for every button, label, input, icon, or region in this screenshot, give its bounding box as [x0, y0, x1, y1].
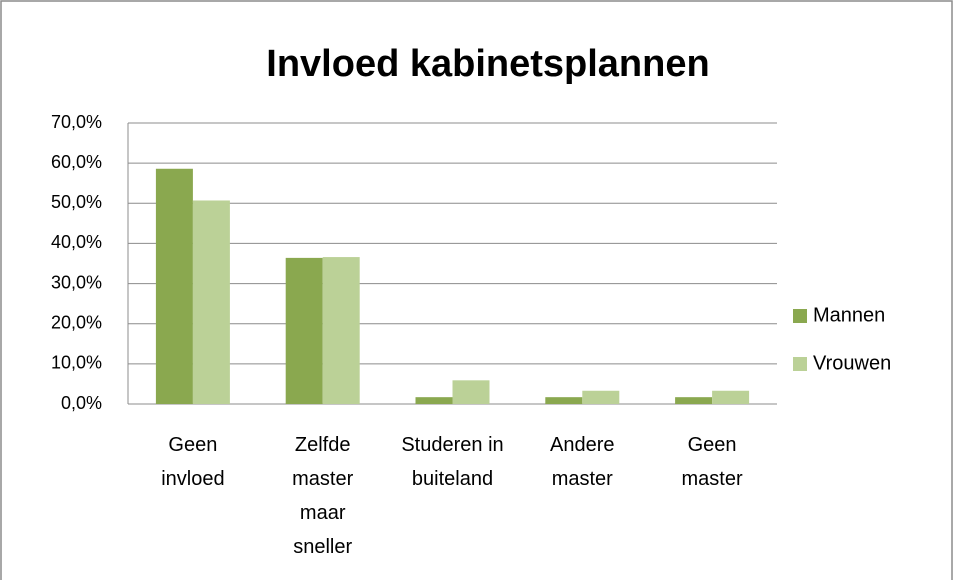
bar [675, 397, 713, 404]
legend-label: Mannen [813, 304, 885, 326]
bar [192, 200, 230, 404]
x-tick-label: Geen invloed [161, 434, 225, 490]
x-tick-label: Studeren in buiteland [401, 434, 504, 490]
bar [452, 380, 490, 404]
x-tick-label: Zelfde master maar sneller [292, 434, 354, 558]
y-tick-label: 30,0% [51, 272, 102, 292]
bar [285, 257, 323, 404]
y-tick-label: 10,0% [51, 353, 102, 373]
legend-swatch [793, 357, 807, 371]
legend-swatch [793, 309, 807, 323]
x-tick-label: Andere master [550, 434, 615, 490]
y-tick-label: 20,0% [51, 312, 102, 332]
bar [582, 390, 620, 404]
y-tick-label: 60,0% [51, 152, 102, 172]
bar [545, 397, 583, 404]
bar [155, 168, 193, 404]
bar [322, 257, 360, 404]
y-tick-label: 0,0% [61, 393, 102, 413]
y-tick-label: 40,0% [51, 232, 102, 252]
chart-title: Invloed kabinetsplannen [266, 43, 709, 85]
bar [712, 390, 750, 404]
y-tick-label: 70,0% [51, 112, 102, 132]
legend-label: Vrouwen [813, 352, 891, 374]
x-tick-label: Geen master [681, 434, 743, 490]
y-tick-label: 50,0% [51, 192, 102, 212]
bar [415, 397, 453, 404]
